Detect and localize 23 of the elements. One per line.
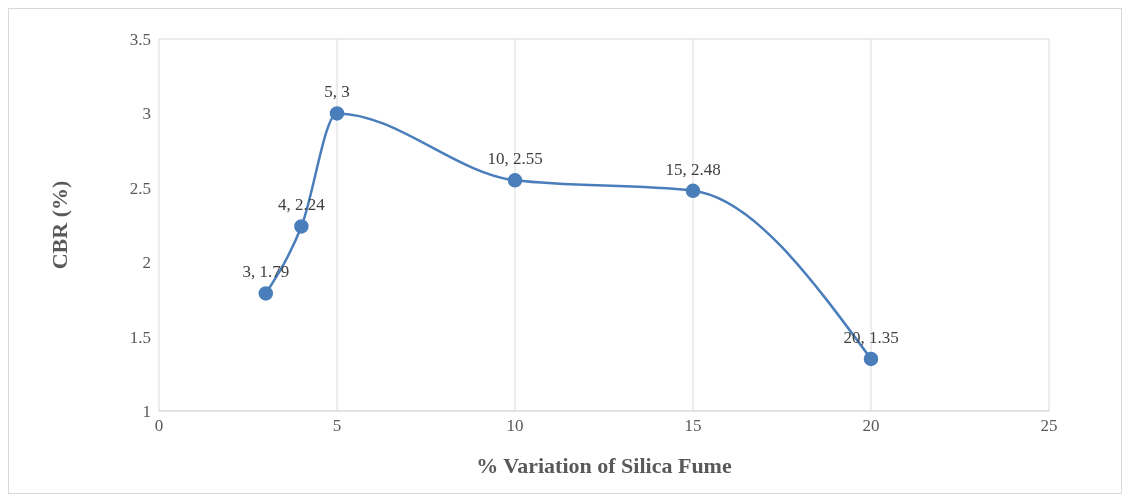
x-tick-label: 0 <box>154 416 164 436</box>
y-tick-label: 1.5 <box>129 327 151 347</box>
x-axis-title: % Variation of Silica Fume <box>476 453 732 478</box>
point <box>329 106 345 121</box>
point <box>863 351 879 367</box>
y-axis-title: CBR (%) <box>46 180 72 270</box>
point <box>507 173 523 188</box>
x-tick-label: 10 <box>506 416 524 436</box>
point <box>294 219 309 234</box>
y-tick-label: 3 <box>142 104 151 124</box>
point <box>258 286 274 301</box>
x-tick-label: 5 <box>332 416 342 436</box>
data-label: 15, 2.48 <box>665 159 721 179</box>
y-tick-label: 1 <box>142 402 151 422</box>
data-label: 5, 3 <box>324 82 350 102</box>
data-label: 10, 2.55 <box>487 149 543 169</box>
x-tick-label: 15 <box>684 416 702 436</box>
y-tick-label: 2 <box>142 253 151 273</box>
x-tick-label: 20 <box>862 416 880 436</box>
x-tick-label: 25 <box>1040 416 1058 436</box>
y-tick-label: 3.5 <box>129 30 151 50</box>
point <box>685 183 701 199</box>
y-tick-label: 2.5 <box>129 178 151 198</box>
